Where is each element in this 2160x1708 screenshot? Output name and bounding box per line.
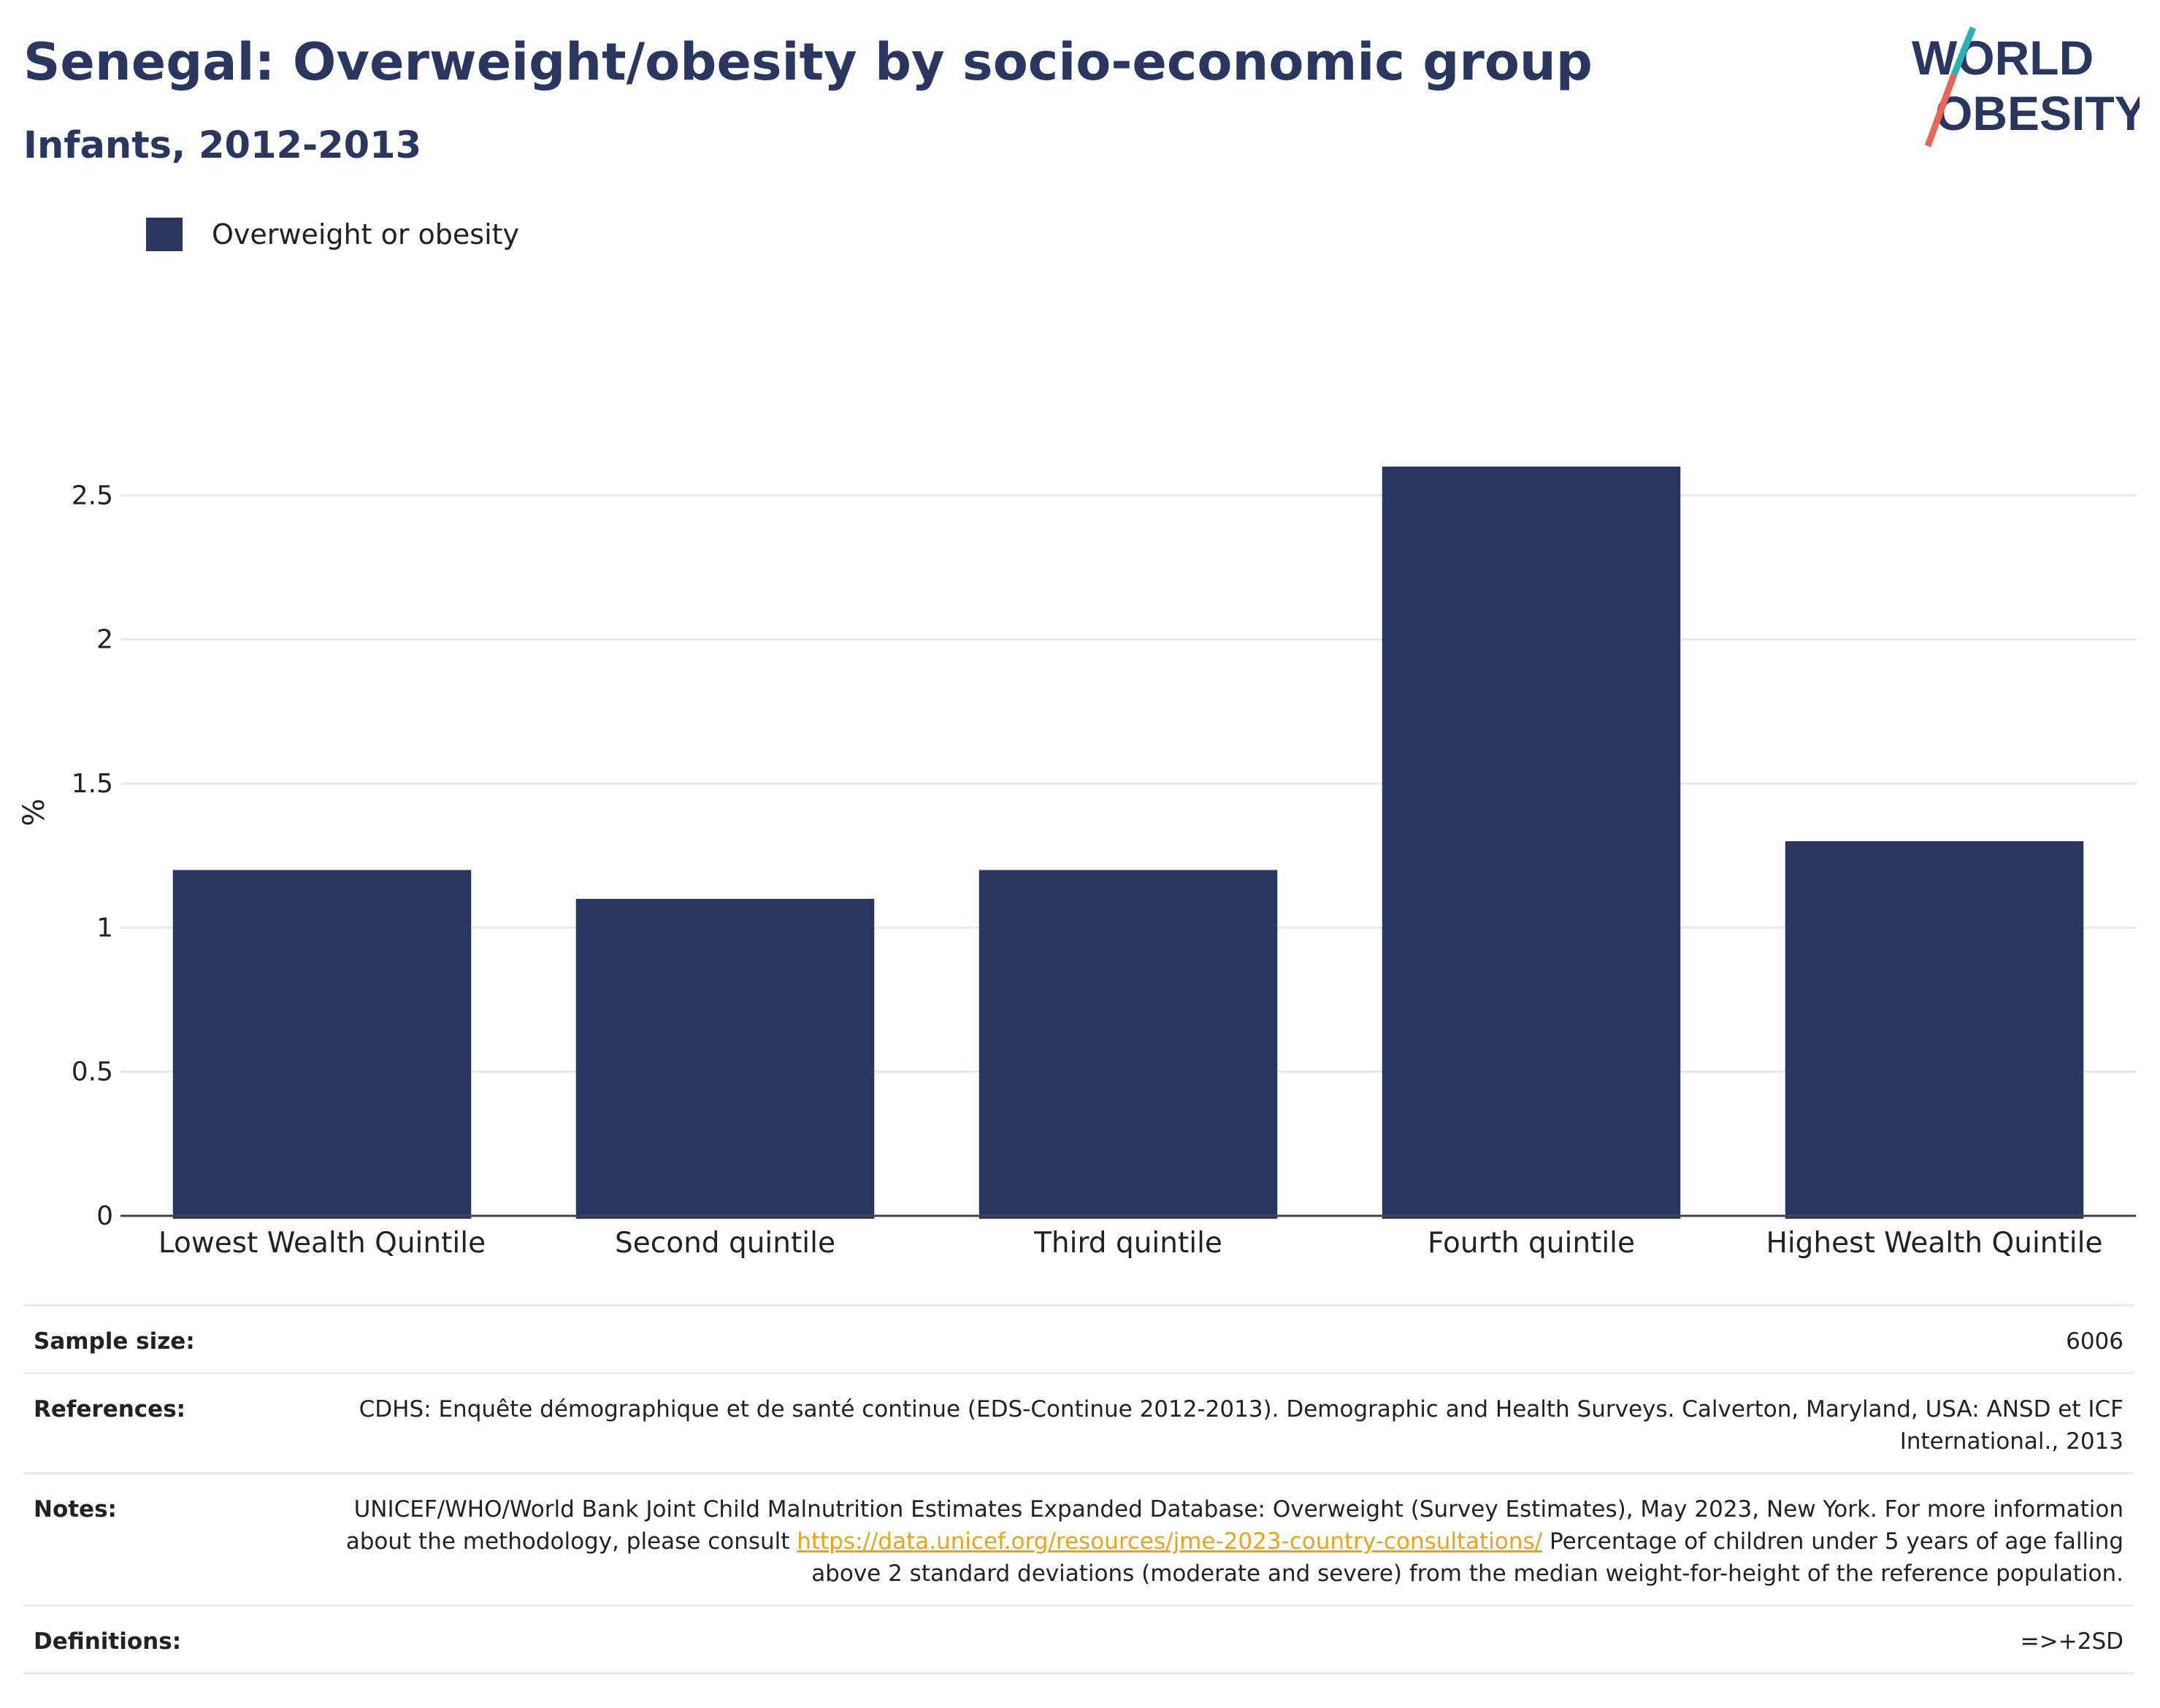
world-obesity-logo: WORLD OBESITY bbox=[1912, 26, 2140, 148]
x-tick-label: Fourth quintile bbox=[1428, 1227, 1635, 1260]
logo-line2: OBESITY bbox=[1935, 86, 2140, 140]
x-tick-label: Second quintile bbox=[615, 1227, 835, 1260]
bar[interactable] bbox=[978, 870, 1278, 1219]
notes-text-after: Percentage of children under 5 years of … bbox=[811, 1528, 2123, 1587]
references-row: References: CDHS: Enquête démographique … bbox=[23, 1372, 2134, 1472]
y-tick-label: 1.5 bbox=[72, 769, 113, 799]
notes-link[interactable]: https://data.unicef.org/resources/jme-20… bbox=[797, 1528, 1543, 1555]
y-tick-label: 2.5 bbox=[72, 480, 113, 510]
bar[interactable] bbox=[1382, 466, 1681, 1219]
x-tick-label: Third quintile bbox=[1033, 1227, 1222, 1260]
references-value: CDHS: Enquête démographique et de santé … bbox=[359, 1396, 2123, 1455]
logo-coral-slash bbox=[1924, 73, 1958, 148]
definitions-value: =>+2SD bbox=[2020, 1628, 2123, 1655]
sample-size-row: Sample size: 6006 bbox=[23, 1304, 2134, 1372]
logo-teal-slash bbox=[1950, 26, 1977, 76]
axes: 0 0.5 1 1.5 2 2.5 Lowest Wealth Quintile Second… bbox=[72, 480, 2136, 1260]
bar-chart: 0 0.5 1 1.5 2 2.5 Lowest Wealth Quintile Second… bbox=[18, 466, 2136, 1260]
chart-title: Senegal: Overweight/obesity by socio-eco… bbox=[23, 32, 1593, 92]
bar[interactable] bbox=[172, 870, 472, 1219]
references-label: References: bbox=[34, 1396, 186, 1422]
bar[interactable] bbox=[1785, 840, 2084, 1219]
notes-value: UNICEF/WHO/World Bank Joint Child Malnut… bbox=[296, 1493, 2123, 1590]
info-table: Sample size: 6006 References: CDHS: Enqu… bbox=[23, 1304, 2134, 1674]
y-tick-label: 2 bbox=[96, 625, 113, 655]
legend-swatch bbox=[146, 218, 183, 251]
sample-size-label: Sample size: bbox=[34, 1328, 195, 1355]
legend[interactable]: Overweight or obesity bbox=[146, 218, 519, 251]
bar[interactable] bbox=[575, 898, 875, 1219]
bars bbox=[172, 466, 2084, 1219]
notes-text-before: UNICEF/WHO/World Bank Joint Child Malnut… bbox=[345, 1496, 2123, 1555]
definitions-label: Definitions: bbox=[34, 1628, 182, 1655]
sample-size-value: 6006 bbox=[2066, 1328, 2123, 1355]
y-tick-label: 0 bbox=[96, 1201, 113, 1231]
y-tick-label: 1 bbox=[96, 913, 113, 943]
notes-label: Notes: bbox=[34, 1496, 117, 1523]
x-tick-label: Highest Wealth Quintile bbox=[1766, 1227, 2103, 1260]
definitions-row: Definitions: =>+2SD bbox=[23, 1604, 2134, 1674]
chart-subtitle: Infants, 2012-2013 bbox=[23, 124, 422, 167]
logo-line1: WORLD bbox=[1912, 31, 2094, 85]
x-tick-label: Lowest Wealth Quintile bbox=[158, 1227, 486, 1260]
y-axis-label: % bbox=[18, 798, 51, 826]
legend-label: Overweight or obesity bbox=[212, 218, 520, 250]
notes-row: Notes: UNICEF/WHO/World Bank Joint Child… bbox=[23, 1472, 2134, 1604]
y-tick-label: 0.5 bbox=[72, 1057, 113, 1087]
